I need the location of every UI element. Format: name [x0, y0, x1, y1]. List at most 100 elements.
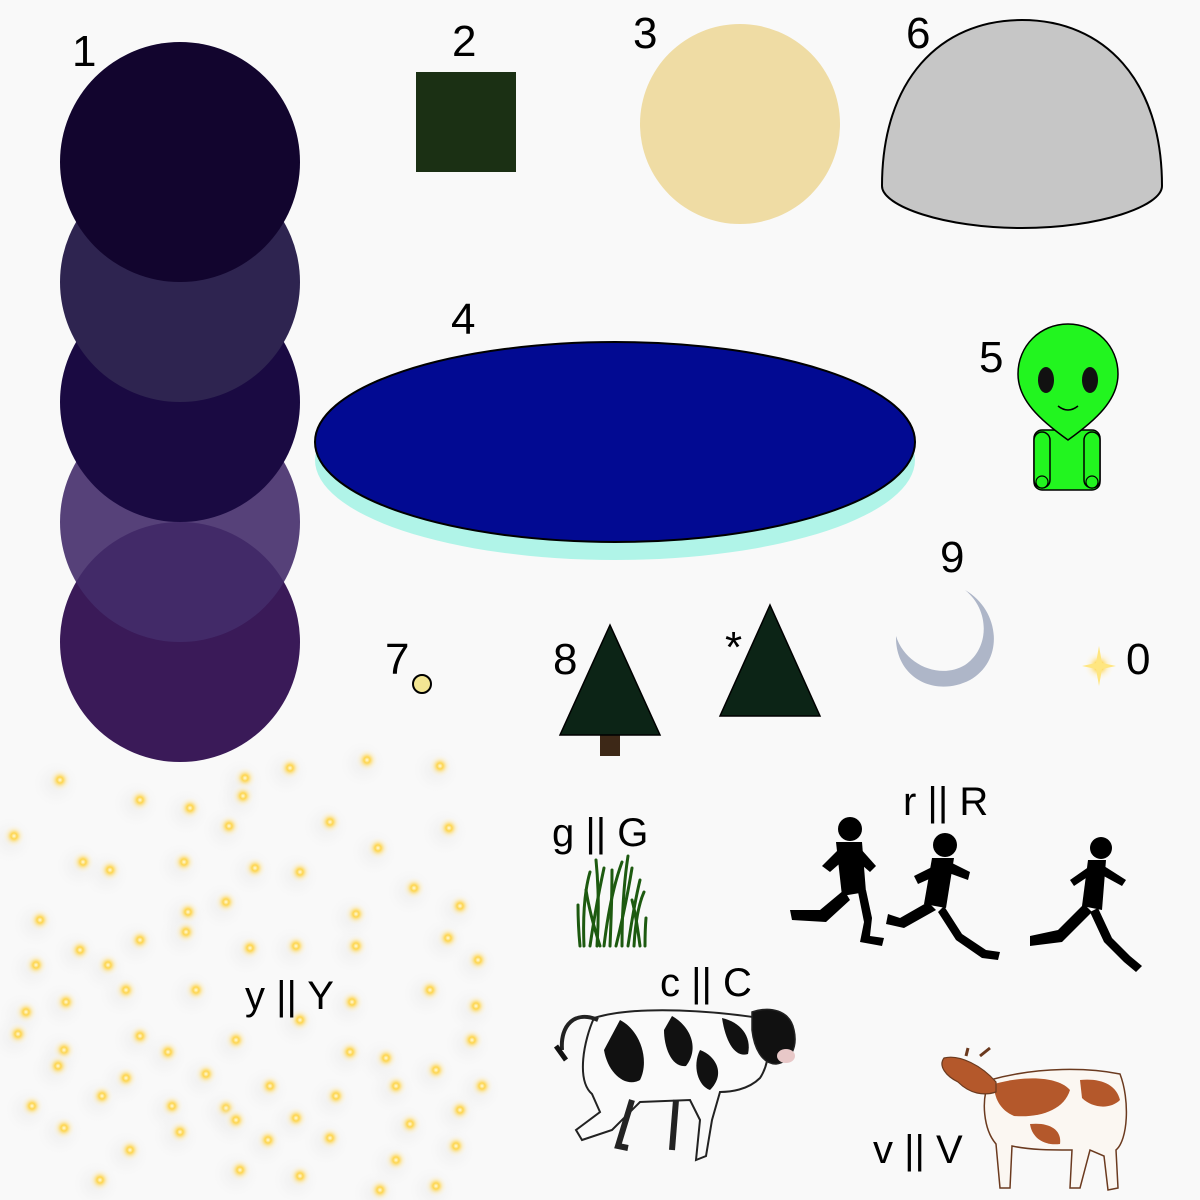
sparkle-icon [54, 990, 78, 1014]
runner-icon [886, 833, 1000, 960]
label-7: 7 [385, 635, 410, 684]
sparkle-icon [238, 936, 262, 960]
sparkle-icon [464, 994, 488, 1018]
sparkle-icon [160, 1094, 184, 1118]
sparkle-icon [288, 860, 312, 884]
sparkle-icon [118, 1138, 142, 1162]
sparkle-icon [466, 948, 490, 972]
label-4: 4 [451, 295, 476, 344]
key-label-y: y || Y [245, 974, 334, 1018]
lake [314, 341, 916, 560]
sparkle-icon [28, 908, 52, 932]
sparkle-icon [344, 934, 368, 958]
sparkle-icon [355, 748, 379, 772]
runner-icon [790, 817, 884, 946]
sparkle-icon [194, 1062, 218, 1086]
sparkle-icon [278, 756, 302, 780]
label-2: 2 [452, 17, 477, 66]
sparkle-icon [384, 1074, 408, 1098]
sparkle-icon [68, 938, 92, 962]
sparkle-icon [1082, 646, 1116, 686]
sparkle-icon [437, 816, 461, 840]
key-label-r: r || R [903, 780, 989, 824]
sparkle-icon [344, 902, 368, 926]
key-label-g: g || G [552, 811, 649, 855]
sparkle-icon [256, 1128, 280, 1152]
key-label-v: v || V [873, 1128, 963, 1172]
sparkle-icon [402, 876, 426, 900]
lake-surface [314, 341, 916, 543]
key-label-c: c || C [660, 961, 752, 1005]
sparkle-icon [284, 934, 308, 958]
sparkle-icon [20, 1094, 44, 1118]
sparkle-icon [114, 978, 138, 1002]
sparkle-icon [224, 1108, 248, 1132]
sparkle-icon [88, 1168, 112, 1192]
sparkle-icon [366, 836, 390, 860]
sparkle-icon [470, 1074, 494, 1098]
sparkle-icon [6, 1022, 30, 1046]
triangle-tree [718, 603, 822, 717]
label-5: 5 [979, 333, 1004, 382]
sparkle-icon [128, 928, 152, 952]
runner-icon [1030, 837, 1142, 972]
circle-stack-disc-1 [60, 42, 300, 282]
sparkle-icon [243, 856, 267, 880]
sparkle-icon [288, 1008, 312, 1032]
sparkle-icon [174, 920, 198, 944]
sun-disc [640, 24, 840, 224]
sparkle-icon [444, 1134, 468, 1158]
sparkle-icon [318, 1126, 342, 1150]
sparkle-icon [288, 1164, 312, 1188]
label-star: * [725, 623, 743, 672]
sparkle-icon [52, 1116, 76, 1140]
sparkle-icon [384, 1148, 408, 1172]
label-9: 9 [940, 533, 965, 582]
sparkle-icon [398, 1112, 422, 1136]
sparkle-icon [90, 1084, 114, 1108]
sparkle-icon [258, 1074, 282, 1098]
small-star-dot [412, 674, 432, 694]
sparkle-icon [340, 990, 364, 1014]
sparkle-icon [418, 978, 442, 1002]
runner-group [790, 817, 1142, 972]
sparkle-icon [184, 978, 208, 1002]
sparkle-icon [318, 810, 342, 834]
sparkle-field [0, 742, 500, 1200]
label-6: 6 [906, 9, 931, 58]
sparkle-icon [46, 1054, 70, 1078]
cow-icon [941, 1046, 1128, 1191]
sparkle-icon [48, 768, 72, 792]
circle-stack [60, 42, 300, 762]
crescent-moon-icon [895, 590, 994, 687]
cow-icon [553, 1008, 796, 1162]
sparkle-icon [428, 754, 452, 778]
sparkle-icon [98, 858, 122, 882]
label-0: 0 [1126, 635, 1151, 684]
sparkle-icon [96, 953, 120, 977]
sparkle-icon [128, 1024, 152, 1048]
sparkle-icon [448, 894, 472, 918]
sparkle-icon [224, 1028, 248, 1052]
sparkle-icon [338, 1040, 362, 1064]
sparkle-icon [156, 1040, 180, 1064]
sparkle-icon [424, 1174, 448, 1198]
green-square [416, 72, 516, 172]
sparkle-icon [214, 890, 238, 914]
sparkle-icon [2, 824, 26, 848]
alien-icon [1017, 323, 1119, 491]
sparkle-icon [368, 1178, 392, 1200]
label-8: 8 [553, 635, 578, 684]
sparkle-icon [168, 1120, 192, 1144]
sparkle-icon [460, 1028, 484, 1052]
label-3: 3 [633, 9, 658, 58]
sparkle-icon [448, 1098, 472, 1122]
label-1: 1 [72, 27, 97, 76]
sparkle-icon [231, 784, 255, 808]
sparkle-icon [178, 796, 202, 820]
sparkle-icon [114, 1066, 138, 1090]
sparkle-icon [24, 953, 48, 977]
sparkle-icon [228, 1158, 252, 1182]
sparkle-icon [324, 1084, 348, 1108]
